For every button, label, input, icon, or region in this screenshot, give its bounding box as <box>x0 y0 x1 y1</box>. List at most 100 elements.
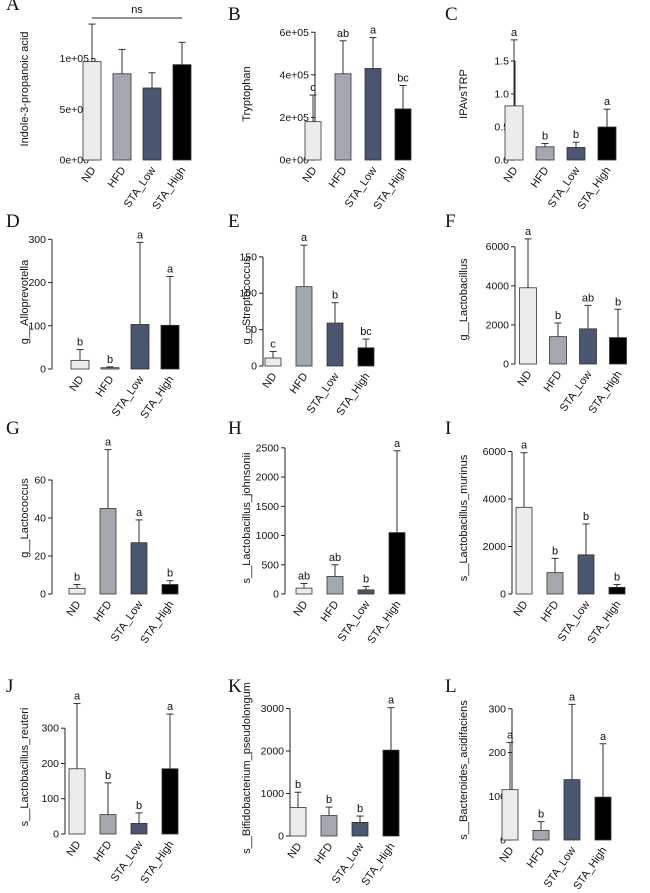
y-tick-label: 1e+05 <box>60 53 90 65</box>
panel-b: B 0e+00 2e+05 4e+05 6e+05 Tryptophan c ND ab HFD a… <box>228 4 412 212</box>
bar-sta-high <box>160 324 180 370</box>
significance-letter: b <box>167 568 173 580</box>
significance-letter: b <box>614 572 620 584</box>
panel-letter: H <box>228 418 242 439</box>
bar-hfd <box>549 336 567 365</box>
panel-letter: E <box>228 211 240 232</box>
y-tick-label: 300 <box>41 723 59 735</box>
bar-sta-high <box>161 584 179 595</box>
panel-letter: C <box>445 4 458 25</box>
x-tick-label: HFD <box>525 845 548 870</box>
bar-sta-low <box>579 328 597 365</box>
y-tick-label: 200 <box>28 277 46 289</box>
y-tick-label: 500 <box>261 559 279 571</box>
significance-letter: a <box>511 27 518 39</box>
panel-g: G0204060g__LactococcusbNDaHFDaSTA_LowbST… <box>6 418 179 646</box>
bar-sta-low <box>351 822 369 837</box>
y-axis-title: s__Lactobacillus_johnsonii <box>241 453 253 584</box>
significance-letter: bc <box>397 72 409 84</box>
bar-sta-low <box>566 147 586 161</box>
significance-letter: ab <box>329 552 341 564</box>
y-tick-label: 0 <box>53 829 59 841</box>
bar-hfd <box>546 572 564 595</box>
x-tick-label: HFD <box>327 165 350 190</box>
x-tick-label: ND <box>261 371 280 391</box>
significance-letter: ab <box>337 28 349 40</box>
bar-nd <box>82 61 102 161</box>
x-tick-label: HFD <box>539 599 562 624</box>
significance-letter: ab <box>582 292 594 304</box>
panel-letter: K <box>228 676 242 697</box>
y-tick-label: 300 <box>28 234 46 246</box>
significance-letter: b <box>363 573 369 585</box>
y-tick-label: 4000 <box>486 280 510 292</box>
panel-a: A 0e+00 5e+04 1e+05 Indole-3-propanoic acid N… <box>6 0 192 212</box>
y-tick-label: 200 <box>488 747 506 759</box>
y-axis-title: Indole-3-propanoic acid <box>19 32 31 147</box>
y-tick-label: 2000 <box>483 541 507 553</box>
significance-letter: a <box>74 691 81 703</box>
bar-hfd <box>535 146 555 161</box>
y-tick-label: 6e+05 <box>280 27 310 39</box>
significance-letter: b <box>573 129 579 141</box>
x-tick-label: HFD <box>319 599 342 624</box>
y-tick-label: 100 <box>28 320 46 332</box>
significance-letter: ab <box>298 570 310 582</box>
bar-sta-high <box>394 108 412 161</box>
y-tick-label: 40 <box>34 513 46 525</box>
bar-nd <box>70 359 90 370</box>
significance-letter: b <box>105 770 111 782</box>
ns-label: ns <box>131 4 143 16</box>
bar-hfd <box>295 286 313 367</box>
bar-sta-low <box>357 589 375 595</box>
x-tick-label: HFD <box>106 165 129 190</box>
y-tick-label: 1.5 <box>494 56 509 68</box>
bar-sta-low <box>577 554 595 595</box>
panel-letter: G <box>6 418 20 439</box>
significance-letter: b <box>136 800 142 812</box>
bar-sta-high <box>382 749 400 837</box>
significance-letter: c <box>270 338 276 350</box>
bar-sta-high <box>608 586 626 595</box>
significance-letter: a <box>604 96 611 108</box>
x-tick-label: HFD <box>94 374 117 399</box>
significance-letter: a <box>136 507 143 519</box>
y-tick-label: 0 <box>40 364 46 376</box>
x-tick-label: HFD <box>92 599 115 624</box>
y-tick-label: 0 <box>500 835 506 847</box>
x-tick-label: ND <box>301 165 320 185</box>
y-tick-label: 0 <box>251 361 257 373</box>
y-tick-label: 2e+05 <box>280 112 310 124</box>
significance-letter: b <box>583 511 589 523</box>
y-tick-label: 0e+00 <box>280 155 310 167</box>
significance-letter: a <box>521 440 528 452</box>
y-tick-label: 300 <box>488 703 506 715</box>
bar-sta-low <box>563 779 581 841</box>
bar-nd <box>295 587 313 595</box>
y-tick-label: 20 <box>34 551 46 563</box>
y-tick-label: 0 <box>40 589 46 601</box>
significance-letter: a <box>600 731 607 743</box>
significance-letter: a <box>137 229 144 241</box>
x-tick-label: ND <box>80 165 99 185</box>
significance-letter: b <box>295 779 301 791</box>
bar-hfd <box>99 508 117 595</box>
bar-sta-high <box>594 796 612 841</box>
x-tick-label: ND <box>512 599 531 619</box>
panel-f: F0200040006000g__LactobacillusaNDbHFDabS… <box>445 211 627 416</box>
y-tick-label: 2000 <box>486 319 510 331</box>
x-tick-label: HFD <box>542 369 565 394</box>
y-tick-label: 3000 <box>261 703 285 715</box>
y-tick-label: 2500 <box>256 442 280 454</box>
bar-hfd <box>99 814 117 835</box>
y-tick-label: 60 <box>34 475 46 487</box>
bar-sta-low <box>130 542 148 595</box>
y-tick-label: 6000 <box>483 446 507 458</box>
significance-letter: a <box>388 695 395 707</box>
y-tick-label: 200 <box>41 758 59 770</box>
y-axis-title: g__Streptococcus <box>241 256 253 345</box>
significance-letter: b <box>107 354 113 366</box>
significance-letter: b <box>326 794 332 806</box>
